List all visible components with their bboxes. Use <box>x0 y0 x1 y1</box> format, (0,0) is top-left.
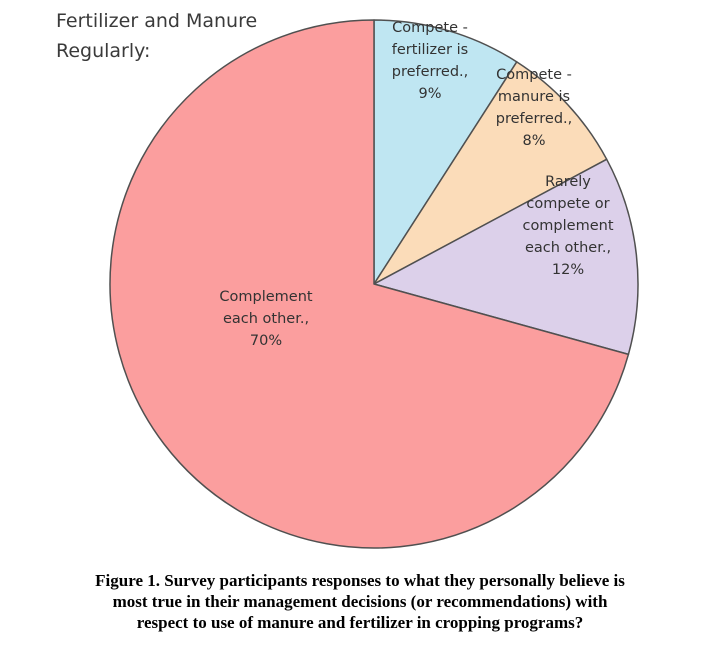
caption-line-1: Figure 1. Survey participants responses … <box>95 571 625 590</box>
pie-slice-label-4: Complement each other., 70% <box>219 289 313 349</box>
pie-slice-label-line: compete or <box>526 196 609 212</box>
pie-slice-label-2: Compete - manure is preferred., 8% <box>496 67 573 149</box>
pie-slice-label-3: Rarely compete or complement each other., 12… <box>522 174 613 278</box>
pie-slice-4 <box>109 19 630 549</box>
pie-slice-label-line: each other., <box>223 311 309 327</box>
pie-slice-label-line: fertilizer is <box>392 42 468 58</box>
pie-slice-label-line: each other., <box>525 240 611 256</box>
pie-slice-label-line: complement <box>522 218 613 234</box>
pie-slice-label-line: 9% <box>418 86 441 102</box>
pie-slice-label-line: manure is <box>498 89 570 105</box>
chart-title: Fertilizer and Manure Regularly: <box>56 6 356 66</box>
pie-slice-label-1: Compete - fertilizer is preferred., 9% <box>392 20 469 102</box>
pie-slice-label-line: Compete - <box>496 67 572 83</box>
pie-slice-label-line: Complement <box>219 289 313 305</box>
pie-slice-label-line: 8% <box>522 133 545 149</box>
caption-line-2: most true in their management decisions … <box>112 592 608 611</box>
figure-caption: Figure 1. Survey participants responses … <box>20 570 700 633</box>
pie-slice-label-line: preferred., <box>392 64 469 80</box>
pie-slice-2 <box>373 61 608 285</box>
pie-chart: Compete -fertilizer is preferred., 9%Compe… <box>109 19 639 549</box>
chart-title-line-2: Regularly: <box>56 40 151 62</box>
chart-title-line-1: Fertilizer and Manure <box>56 10 258 32</box>
pie-slice-label-line: Rarely <box>545 174 591 190</box>
pie-slice-label-line: 70% <box>250 333 282 349</box>
pie-slices <box>109 19 639 549</box>
pie-labels: Compete -fertilizer is preferred., 9%Compe… <box>219 20 613 349</box>
pie-slice-label-line: 12% <box>552 262 584 278</box>
pie-slice-label-line: Compete - <box>392 20 468 36</box>
caption-line-3: respect to use of manure and fertilizer … <box>136 613 584 632</box>
pie-slice-3 <box>373 158 639 356</box>
pie-slice-1 <box>373 19 518 285</box>
pie-slice-label-line: preferred., <box>496 111 573 127</box>
